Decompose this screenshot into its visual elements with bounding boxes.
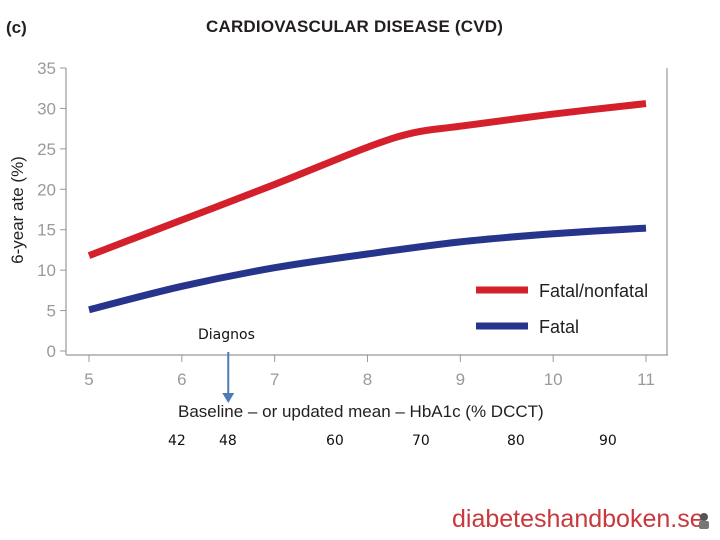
watermark-text: diabeteshandboken.se [452, 505, 704, 533]
diagnosis-arrow [222, 352, 235, 403]
legend-item-fatal-nonfatal-label: Fatal/nonfatal [539, 281, 648, 301]
arrow-head [222, 393, 235, 403]
axes [60, 67, 668, 362]
x-tick-label: 8 [363, 370, 372, 389]
x-tick-label: 11 [637, 370, 655, 389]
y-axis-label: 6-year ate (%) [8, 156, 27, 264]
y-tick-label: 35 [37, 59, 56, 78]
x-tick-label: 6 [177, 370, 186, 389]
y-tick-label: 5 [47, 302, 56, 321]
diagnosis-annotation: Diagnos [198, 327, 255, 343]
series-lines [87, 100, 647, 314]
x-tick-label: 7 [270, 370, 279, 389]
tick-labels: 0 5 10 15 20 25 30 35 5 6 7 8 9 10 11 [37, 59, 655, 389]
watermark-logo-icon [699, 513, 709, 529]
x-tick-label: 5 [84, 370, 93, 389]
hba1c-mmol-label: 42 [168, 433, 186, 449]
y-tick-label: 25 [37, 140, 56, 159]
chart-title: CARDIOVASCULAR DISEASE (CVD) [206, 17, 504, 36]
x-tick-label: 10 [544, 370, 563, 389]
series-fatal-nonfatal-line [87, 100, 647, 259]
hba1c-mmol-label: 60 [326, 433, 344, 449]
hba1c-mmol-label: 70 [412, 433, 430, 449]
x-axis-label: Baseline – or updated mean – HbA1c (% DC… [178, 402, 544, 421]
series-fatal-line [88, 224, 647, 314]
panel-label: (c) [6, 18, 27, 37]
hba1c-mmol-label: 80 [507, 433, 525, 449]
y-tick-label: 15 [37, 221, 56, 240]
hba1c-mmol-label: 90 [599, 433, 617, 449]
x-tick-label: 9 [456, 370, 465, 389]
hba1c-mmol-label: 48 [219, 433, 237, 449]
y-tick-label: 20 [37, 180, 56, 199]
y-tick-label: 30 [37, 99, 56, 118]
y-tick-label: 10 [37, 261, 56, 280]
legend: Fatal/nonfatal Fatal [476, 281, 648, 337]
legend-item-fatal-label: Fatal [539, 317, 579, 337]
y-tick-label: 0 [47, 342, 56, 361]
